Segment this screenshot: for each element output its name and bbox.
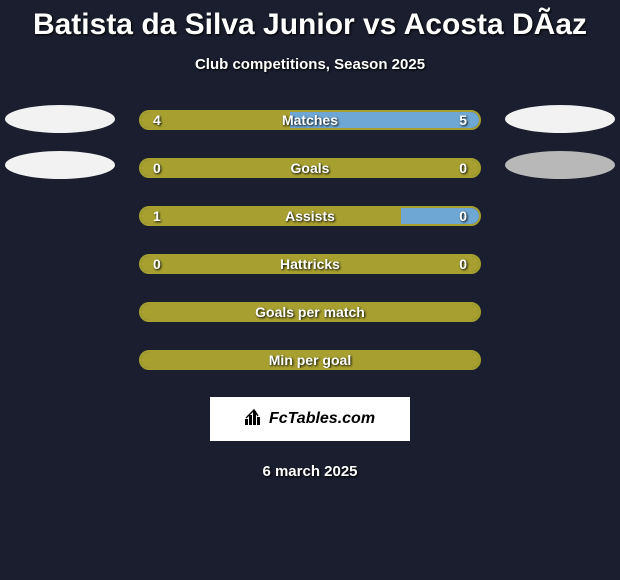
stat-value-right: 0 bbox=[459, 256, 467, 272]
stat-bar: Goals per match bbox=[139, 302, 481, 322]
stat-value-left: 0 bbox=[153, 256, 161, 272]
stat-value-right: 5 bbox=[459, 112, 467, 128]
logo-text: FcTables.com bbox=[269, 410, 375, 428]
stat-bar: Min per goal bbox=[139, 350, 481, 370]
stat-row: Assists1 0 bbox=[0, 205, 620, 227]
page-subtitle: Club competitions, Season 2025 bbox=[0, 56, 620, 73]
stat-value-left: 0 bbox=[153, 160, 161, 176]
stat-label: Hattricks bbox=[141, 256, 479, 272]
bars-area: Matches45Goals00Assists10Hattricks00Goal… bbox=[0, 109, 620, 371]
page-title: Batista da Silva Junior vs Acosta DÃ­az bbox=[0, 8, 620, 42]
stat-bar: Hattricks0 0 bbox=[139, 254, 481, 274]
stat-bar: Goals0 0 bbox=[139, 158, 481, 178]
stat-label: Min per goal bbox=[141, 352, 479, 368]
stat-value-right: 0 bbox=[459, 160, 467, 176]
stat-row: Min per goal bbox=[0, 349, 620, 371]
stat-row: Hattricks0 0 bbox=[0, 253, 620, 275]
stat-label: Goals bbox=[141, 160, 479, 176]
stat-value-left: 4 bbox=[153, 112, 161, 128]
bars-icon bbox=[245, 409, 263, 430]
stat-value-left: 1 bbox=[153, 208, 161, 224]
stat-row: Matches4 5 bbox=[0, 109, 620, 131]
stat-row: Goals0 0 bbox=[0, 157, 620, 179]
stat-bar: Matches4 5 bbox=[139, 110, 481, 130]
stat-value-right: 0 bbox=[459, 208, 467, 224]
stat-label: Assists bbox=[141, 208, 479, 224]
stat-label: Goals per match bbox=[141, 304, 479, 320]
stat-label: Matches bbox=[141, 112, 479, 128]
stat-row: Goals per match bbox=[0, 301, 620, 323]
date-label: 6 march 2025 bbox=[0, 463, 620, 480]
stat-bar: Assists1 0 bbox=[139, 206, 481, 226]
comparison-infographic: Batista da Silva Junior vs Acosta DÃ­az … bbox=[0, 0, 620, 480]
fctables-logo[interactable]: FcTables.com bbox=[210, 397, 410, 441]
